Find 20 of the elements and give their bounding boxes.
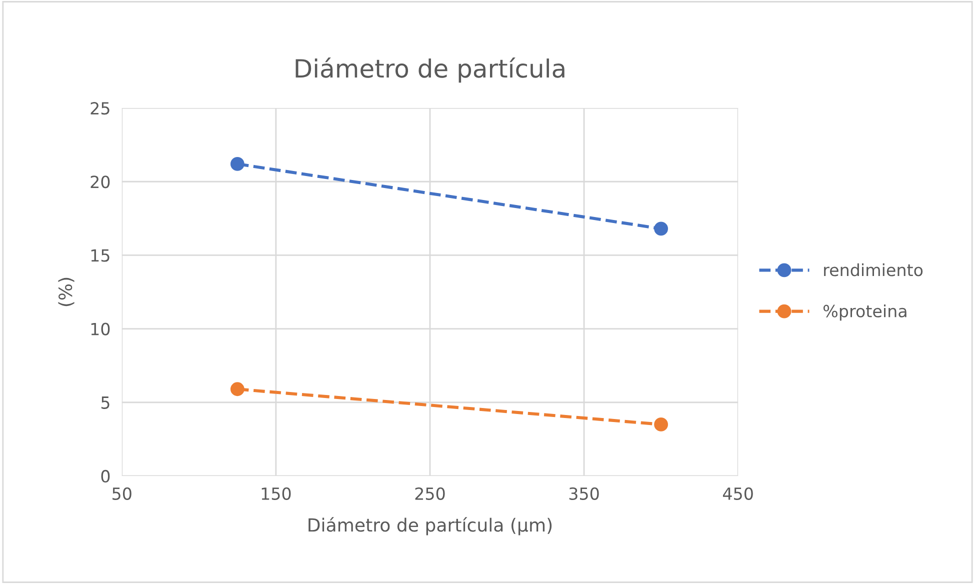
point [230,382,244,396]
x-tick-label: 350 [569,487,599,500]
x-tick-label: 250 [415,487,445,500]
x-tick-label: 450 [722,487,753,500]
y-tick-label: 10 [91,322,110,336]
y-tick-label: 20 [90,176,110,188]
y-tick-label: 5 [101,396,110,409]
point [654,418,668,432]
y-axis-title: (%) [58,278,74,306]
chart-title: Diámetro de partícula [296,57,564,83]
point [230,157,244,171]
point [654,222,668,236]
y-tick-label: 25 [90,102,110,115]
x-tick-label: 50 [112,487,132,500]
x-axis-title: Diámetro de partícula (µm) [308,517,552,536]
legend-label: rendimiento [824,263,923,276]
legend-label: %proteina [823,304,906,321]
y-tick-label: 0 [101,470,110,483]
x-tick-label: 150 [262,487,291,500]
y-tick-label: 15 [91,249,110,262]
